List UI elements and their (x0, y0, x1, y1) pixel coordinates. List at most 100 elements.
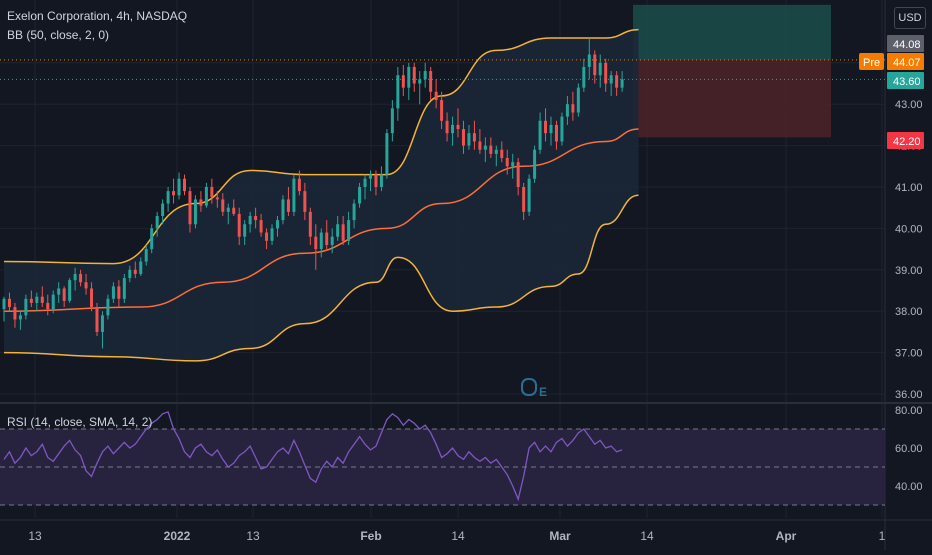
candle-body (571, 104, 575, 113)
candle-body (13, 307, 17, 320)
candle-body (500, 149, 504, 159)
rsi-indicator-legend[interactable]: RSI (14, close, SMA, 14, 2) (7, 415, 153, 429)
candle-body (292, 178, 296, 212)
candle-body (73, 273, 77, 281)
candle-body (363, 178, 367, 187)
candle-body (314, 236, 318, 250)
target-zone (633, 4, 831, 60)
candle-body (117, 286, 121, 299)
candle-body (609, 75, 613, 84)
candle-body (587, 54, 591, 67)
candle-body (434, 91, 438, 101)
candle-body (412, 66, 416, 84)
logo-letter: E (539, 385, 548, 399)
candle-body (188, 191, 192, 225)
price-badge-text-stop: 42.20 (893, 136, 921, 148)
bb-lower-line (3, 194, 639, 362)
candle-body (276, 220, 279, 229)
candle-body (549, 124, 553, 134)
candle-body (40, 296, 44, 303)
candle-body (161, 203, 165, 216)
candle-body (358, 187, 362, 204)
candle-body (128, 269, 132, 279)
candle-body (565, 104, 569, 117)
candle-body (494, 149, 498, 154)
candle-body (319, 232, 323, 250)
candle-body (177, 178, 181, 196)
candle-body (210, 187, 214, 198)
candle-body (243, 224, 247, 237)
candle-body (193, 199, 197, 225)
candle-body (396, 75, 400, 109)
candle-body (341, 224, 345, 241)
candle-body (68, 280, 72, 301)
candle-body (270, 228, 274, 241)
candle-body (467, 133, 471, 146)
time-tick-label: 2022 (164, 529, 191, 543)
price-badge-high (887, 35, 924, 52)
candle-body (297, 178, 301, 192)
candle-body (308, 211, 312, 237)
currency-button[interactable]: USD (894, 7, 926, 29)
time-tick-label: 13 (246, 529, 260, 543)
candle-body (144, 249, 148, 262)
candle-body (516, 162, 520, 187)
time-tick-label: 1 (879, 529, 886, 543)
candle-body (204, 187, 208, 206)
symbol-legend[interactable]: Exelon Corporation, 4h, NASDAQ (7, 9, 188, 23)
candle-body (615, 75, 619, 88)
candle-body (259, 220, 263, 233)
time-tick-label: 13 (28, 529, 42, 543)
candle-body (111, 286, 115, 299)
time-tick-label: Apr (776, 529, 797, 543)
candle-body (336, 224, 340, 237)
bb-indicator-legend[interactable]: BB (50, close, 2, 0) (7, 28, 110, 42)
candle-body (215, 197, 219, 200)
candle-body (325, 232, 329, 245)
candle-body (286, 199, 290, 212)
candle-body (527, 178, 531, 212)
candle-body (347, 220, 351, 241)
price-badge-pre (887, 53, 924, 70)
candle-body (352, 203, 356, 221)
candle-body (522, 187, 526, 212)
candle-body (95, 307, 99, 332)
candle-body (505, 158, 509, 167)
price-tick-label: 38.00 (895, 306, 923, 318)
price-badge-stop (887, 132, 924, 149)
price-badge-last (887, 72, 924, 89)
candle-body (489, 145, 493, 154)
time-tick-label: 14 (640, 529, 654, 543)
candle-body (374, 174, 378, 187)
candle-body (155, 215, 159, 229)
candle-body (122, 278, 126, 299)
candle-body (461, 129, 465, 146)
candle-body (254, 215, 258, 221)
candle-body (330, 236, 334, 245)
candle-body (139, 261, 143, 274)
price-tick-label: 39.00 (895, 265, 923, 277)
candle-body (166, 191, 170, 204)
candle-body (533, 149, 537, 179)
candle-body (46, 302, 50, 310)
candle-body (576, 87, 580, 113)
pre-tag-badge (859, 53, 884, 70)
candle-body (560, 116, 564, 142)
candle-body (478, 141, 482, 150)
candle-body (418, 79, 422, 84)
time-tick-label: Mar (549, 529, 571, 543)
bb-basis-line (3, 128, 639, 312)
candle-body (221, 199, 225, 212)
candle-body (368, 174, 372, 179)
candle-body (401, 75, 405, 88)
rsi-line (3, 411, 623, 502)
candle-body (57, 288, 61, 295)
candle-body (51, 294, 55, 310)
candle-body (29, 298, 33, 303)
candle-body (226, 207, 230, 212)
logo-ring-icon (521, 378, 537, 396)
price-tick-label: 41.00 (895, 182, 923, 194)
candle-body (18, 315, 22, 320)
